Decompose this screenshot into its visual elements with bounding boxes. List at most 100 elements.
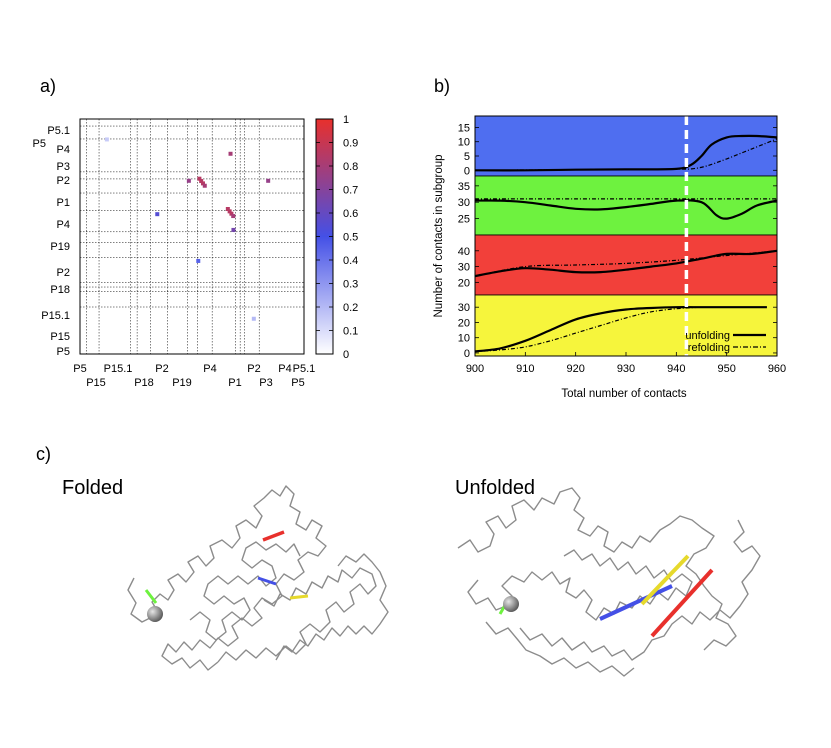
row-label: P5 [33, 138, 46, 150]
row-label: P5 [57, 346, 70, 358]
y-tick-label: 20 [458, 317, 470, 329]
row-label: P15.1 [41, 310, 70, 322]
contact-cell [225, 207, 230, 212]
unfolded-structure [457, 487, 761, 677]
row-label: P5.1 [47, 125, 70, 137]
row-label: P4 [57, 144, 70, 156]
subgroup-band-green [474, 175, 778, 236]
colorbar-tick-label: 0.5 [343, 232, 358, 244]
colorbar-tick-label: 0 [343, 349, 349, 361]
y-tick-label: 30 [458, 197, 470, 209]
backbone-trace [467, 549, 693, 621]
unfolding-curve-blue [474, 134, 778, 172]
x-axis-ticks: 900 910 920 930 940 950 960 [466, 352, 786, 375]
col-label: P4 [203, 363, 216, 375]
col-label: P2 [247, 363, 260, 375]
subgroup-curves [474, 134, 778, 353]
subgroup-y-ticks: 15 10 5 0 35 30 25 40 30 20 30 20 10 0 [458, 122, 777, 360]
contact-cell [266, 178, 271, 183]
structures-panel: Folded Unfolded [62, 477, 761, 677]
colorbar-tick-label: 0.9 [343, 138, 358, 150]
ion-sphere [503, 596, 519, 612]
contact-cell [104, 137, 109, 142]
colorbar-tick-label: 0.3 [343, 279, 358, 291]
contact-cell [197, 176, 202, 181]
col-label: P3 [259, 377, 272, 389]
backbone-trace [189, 541, 301, 641]
col-label: P15 [86, 377, 106, 389]
unfolded-label: Unfolded [455, 477, 535, 499]
col-label: P15.1 [104, 363, 133, 375]
row-label: P18 [50, 284, 70, 296]
row-label: P19 [50, 241, 70, 253]
col-label: P5.1 [293, 363, 316, 375]
contact-stick-blue [257, 576, 277, 586]
x-tick-label: 940 [667, 363, 685, 375]
row-label: P1 [57, 197, 70, 209]
backbone-trace [127, 485, 327, 671]
y-axis-title: Number of contacts in subgroup [433, 154, 445, 317]
refolding-curve-yellow [474, 306, 767, 352]
backbone-trace [485, 621, 635, 677]
contact-map-grid [80, 119, 304, 354]
ion-sphere [147, 606, 163, 622]
contact-cell [200, 181, 205, 186]
x-tick-label: 920 [566, 363, 584, 375]
contact-curves-frame [474, 115, 778, 357]
contact-cell [199, 179, 204, 184]
legend-unfolding-label: unfolding [685, 330, 730, 342]
folded-structure [127, 485, 389, 671]
col-label: P18 [134, 377, 154, 389]
x-tick-label: 930 [617, 363, 635, 375]
y-tick-label: 30 [458, 262, 470, 274]
unfolding-curve-yellow [474, 306, 767, 353]
unfolding-curve-green [474, 199, 778, 220]
folded-label: Folded [62, 477, 123, 499]
y-tick-label: 5 [464, 151, 470, 163]
colorbar-tick-label: 0.2 [343, 302, 358, 314]
row-label: P4 [57, 219, 70, 231]
y-tick-label: 10 [458, 137, 470, 149]
contact-stick-red [650, 568, 714, 638]
colorbar-ticks: 1 0.9 0.8 0.7 0.6 0.5 0.4 0.3 0.2 0.1 0 [316, 114, 358, 361]
y-tick-label: 0 [464, 348, 470, 360]
y-tick-label: 30 [458, 302, 470, 314]
x-tick-label: 900 [466, 363, 484, 375]
contact-cell [227, 209, 232, 214]
y-tick-label: 20 [458, 277, 470, 289]
colorbar-tick-label: 0.6 [343, 208, 358, 220]
colorbar-tick-label: 0.8 [343, 161, 358, 173]
y-tick-label: 0 [464, 165, 470, 177]
x-tick-label: 910 [516, 363, 534, 375]
contact-cell [202, 183, 207, 188]
col-label: P19 [172, 377, 192, 389]
y-tick-label: 40 [458, 246, 470, 258]
x-axis-title: Total number of contacts [561, 388, 687, 400]
subgroup-bands [474, 115, 778, 357]
col-label: P5 [73, 363, 86, 375]
row-label: P3 [57, 161, 70, 173]
contact-cell [251, 316, 256, 321]
unfolding-curve-red [474, 249, 778, 278]
row-label: P2 [57, 175, 70, 187]
y-tick-label: 35 [458, 181, 470, 193]
contact-cell [228, 151, 233, 156]
backbone-trace [457, 487, 737, 651]
contact-cell [231, 214, 236, 219]
subgroup-band-yellow [474, 294, 778, 357]
x-tick-label: 950 [717, 363, 735, 375]
backbone-trace [217, 567, 377, 663]
colorbar-tick-label: 0.1 [343, 326, 358, 338]
contact-stick-yellow [640, 554, 690, 606]
contact-curves-panel: 15 10 5 0 35 30 25 40 30 20 30 20 10 0 900 910 920 930 94… [433, 115, 786, 400]
col-label: P1 [228, 377, 241, 389]
contact-stick-blue [599, 584, 673, 621]
panel-b-label: b) [434, 76, 450, 96]
contact-cell [229, 211, 234, 216]
x-tick-label: 960 [768, 363, 786, 375]
contact-cell [155, 212, 160, 217]
refolding-curve-red [474, 250, 778, 277]
backbone-trace [275, 553, 389, 661]
colorbar-tick-label: 1 [343, 114, 349, 126]
